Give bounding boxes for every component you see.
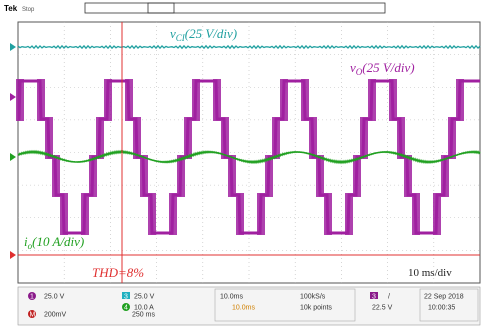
math-scale: 200mV — [44, 312, 67, 319]
math-time: 250 ms — [132, 312, 155, 319]
scale: (25 V/div) — [185, 26, 237, 41]
h-time: 10.0ms — [220, 294, 243, 301]
time: 10:00:35 — [428, 305, 455, 312]
h-rate: 100kS/s — [300, 294, 326, 301]
ch4-scale: 10.0 A — [134, 305, 154, 312]
h-points: 10k points — [300, 305, 332, 312]
ch1-id: 1 — [30, 294, 34, 301]
date: 22 Sep 2018 — [424, 294, 464, 301]
math-id: M — [30, 312, 36, 319]
io-label: io(10 A/div) — [24, 234, 84, 251]
ch3-id: 3 — [124, 294, 128, 301]
thd-label: THD=8% — [92, 265, 144, 280]
trig-id: 3 — [372, 294, 376, 301]
trig-level: 22.5 V — [372, 305, 393, 312]
status-bar: 1 25.0 V M 200mV 250 ms 3 25.0 V 4 10.0 … — [18, 287, 480, 325]
brand: Tek — [4, 4, 18, 13]
h-position: 10.0ms — [232, 305, 255, 312]
scale: (10 A/div) — [32, 234, 84, 249]
ch1-scale: 25.0 V — [44, 294, 65, 301]
ch4-id: 4 — [124, 305, 128, 312]
timebase-label: 10 ms/div — [408, 267, 452, 279]
scope-screenshot: Tek Stop vCI(25 V/div) vO(25 V/div) io(1… — [0, 0, 485, 329]
status: Stop — [22, 7, 35, 13]
ch3-scale: 25.0 V — [134, 294, 155, 301]
trig-slope: / — [388, 294, 390, 301]
scale: (25 V/div) — [362, 60, 414, 75]
